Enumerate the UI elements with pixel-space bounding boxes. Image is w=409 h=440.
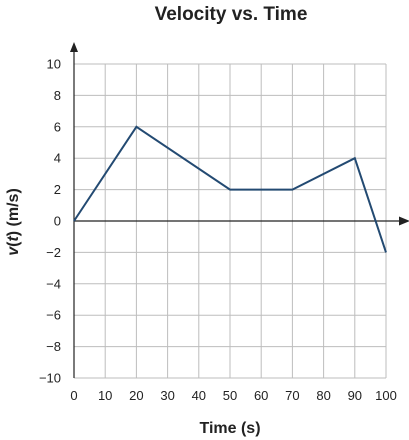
x-tick-label: 40	[192, 388, 206, 403]
y-tick-label: −2	[46, 245, 61, 260]
x-tick-label: 80	[316, 388, 330, 403]
x-tick-label: 100	[375, 388, 397, 403]
x-tick-label: 30	[160, 388, 174, 403]
grid	[73, 63, 387, 379]
x-tick-labels: 0 10 20 30 40 50 60 70 80 90 100	[70, 388, 396, 403]
x-tick-label: 90	[348, 388, 362, 403]
x-axis-label: Time (s)	[199, 420, 260, 437]
y-tick-label: 0	[54, 214, 61, 229]
data-series	[73, 125, 387, 253]
y-axis-label-open-paren: (	[5, 241, 22, 247]
y-axis-label-prefix: v	[5, 246, 22, 256]
x-tick-label: 20	[129, 388, 143, 403]
x-tick-label: 10	[98, 388, 112, 403]
y-tick-label: −8	[46, 339, 61, 354]
y-tick-label: 8	[54, 88, 61, 103]
y-axis-label-close-paren: )	[5, 231, 22, 236]
y-tick-label: −6	[46, 308, 61, 323]
y-tick-label: −10	[39, 371, 61, 386]
chart-title: Velocity vs. Time	[155, 4, 308, 25]
y-axis-arrow-icon	[70, 42, 78, 52]
axes	[70, 42, 409, 378]
x-axis-arrow-icon	[399, 216, 409, 226]
y-axis-label: v(t) (m/s)	[5, 188, 22, 256]
y-axis-label-variable: t	[5, 236, 22, 242]
y-tick-label: 6	[54, 119, 61, 134]
x-tick-label: 70	[285, 388, 299, 403]
y-tick-label: 2	[54, 182, 61, 197]
x-tick-label: 0	[70, 388, 77, 403]
y-tick-labels: 10 8 6 4 2 0 −2 −4 −6 −8 −10	[39, 57, 61, 386]
x-tick-label: 50	[223, 388, 237, 403]
velocity-series-line	[73, 125, 387, 253]
x-tick-label: 60	[254, 388, 268, 403]
y-axis-label-units: (m/s)	[5, 188, 22, 231]
y-tick-label: −4	[46, 276, 61, 291]
y-tick-label: 4	[54, 151, 61, 166]
y-tick-label: 10	[47, 57, 61, 72]
